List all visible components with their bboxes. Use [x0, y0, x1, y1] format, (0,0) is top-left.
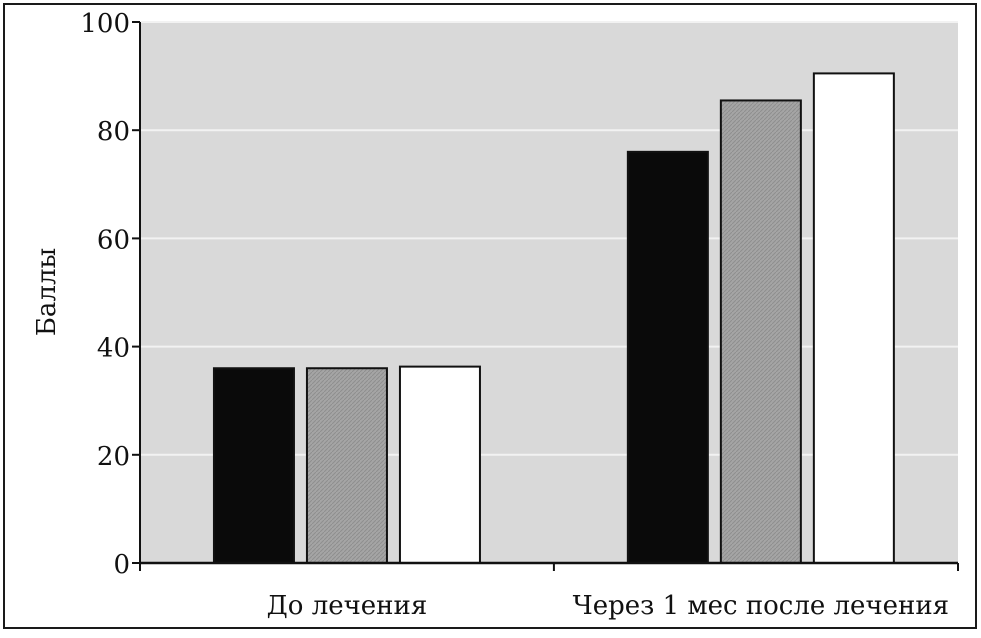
y-tick-label: 40 [97, 334, 130, 364]
y-tick-label: 80 [97, 117, 130, 147]
y-tick-labels: 0 20 40 60 80 100 [80, 9, 130, 580]
y-tick-label: 60 [97, 225, 130, 255]
y-tick-label: 100 [80, 9, 130, 39]
bar-series3-after [812, 72, 895, 565]
x-tick-label: Через 1 мес после лечения [573, 591, 949, 621]
bar-series1-after [626, 150, 709, 564]
x-tick-label: До лечения [267, 591, 428, 621]
y-tick-label: 20 [97, 442, 130, 472]
y-axis-label: Баллы [32, 248, 62, 336]
y-tick-label: 0 [113, 550, 130, 580]
x-tick-labels: До лечения Через 1 мес после лечения [267, 591, 949, 621]
bar-series2-after [719, 99, 802, 564]
axes [132, 21, 959, 571]
bar-series3-before [398, 365, 481, 564]
bar-series2-before [305, 367, 388, 564]
bars [212, 72, 895, 565]
bar-series1-before [212, 367, 295, 564]
